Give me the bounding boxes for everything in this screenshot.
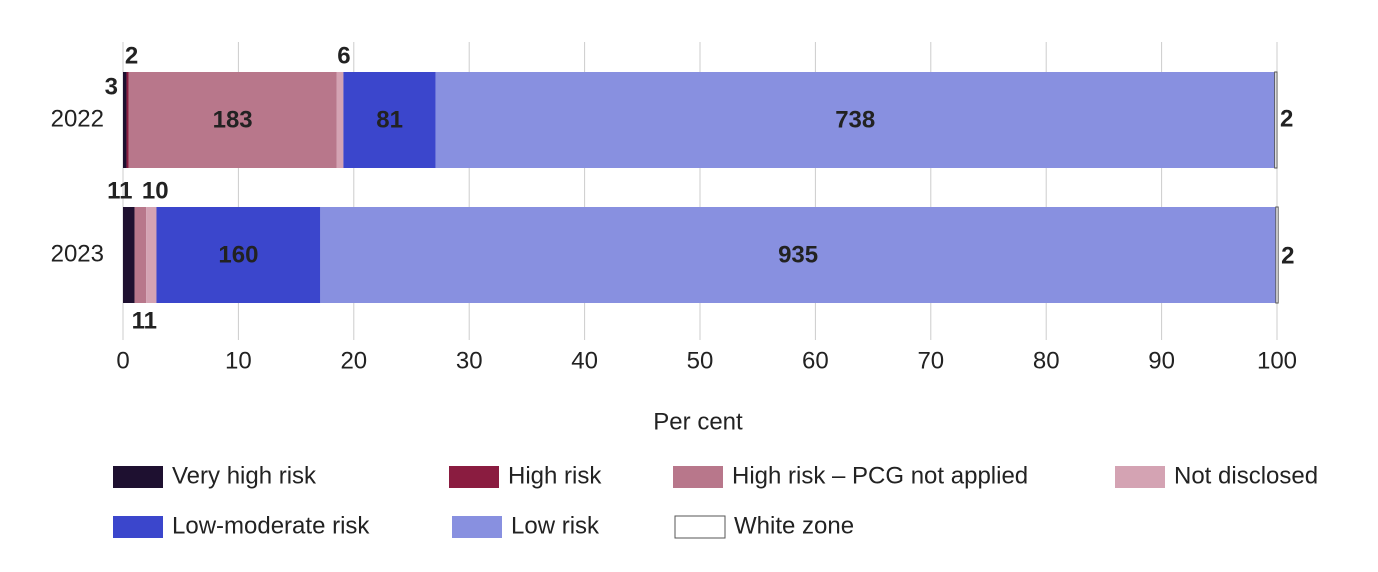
y-tick-label: 2023 bbox=[51, 240, 104, 267]
x-tick-label: 50 bbox=[687, 347, 714, 374]
x-tick-label: 80 bbox=[1033, 347, 1060, 374]
legend-swatch bbox=[113, 466, 163, 488]
legend-label: Not disclosed bbox=[1174, 462, 1318, 489]
bar-segment bbox=[126, 72, 129, 168]
legend-swatch bbox=[449, 466, 499, 488]
legend-swatch bbox=[673, 466, 723, 488]
legend-swatch bbox=[452, 516, 502, 538]
legend-swatch bbox=[113, 516, 163, 538]
data-label: 10 bbox=[142, 177, 169, 204]
bar-segment bbox=[435, 72, 1275, 168]
x-tick-label: 60 bbox=[802, 347, 829, 374]
x-axis-label: Per cent bbox=[653, 408, 743, 435]
x-tick-label: 30 bbox=[456, 347, 483, 374]
data-label: 160 bbox=[218, 241, 258, 268]
data-label: 738 bbox=[835, 106, 875, 133]
data-label: 2 bbox=[1281, 242, 1294, 269]
bar-segment bbox=[146, 207, 157, 303]
data-label: 183 bbox=[213, 106, 253, 133]
legend-swatch bbox=[674, 515, 726, 539]
legend-label: White zone bbox=[734, 512, 854, 539]
legend-label: Very high risk bbox=[172, 462, 317, 489]
bar-segment bbox=[336, 72, 344, 168]
data-label: 81 bbox=[376, 106, 403, 133]
data-label: 6 bbox=[337, 42, 350, 69]
bar-segment bbox=[123, 72, 127, 168]
data-label: 935 bbox=[778, 241, 818, 268]
x-tick-label: 100 bbox=[1257, 347, 1297, 374]
data-label: 11 bbox=[132, 307, 157, 334]
x-tick-label: 0 bbox=[116, 347, 129, 374]
data-label: 2 bbox=[1280, 105, 1293, 132]
legend-label: Low risk bbox=[511, 512, 600, 539]
bar-segment bbox=[123, 207, 135, 303]
x-tick-label: 70 bbox=[917, 347, 944, 374]
bar-segment bbox=[343, 72, 436, 168]
bar-segment bbox=[156, 207, 321, 303]
data-label: 2 bbox=[125, 42, 138, 69]
x-tick-label: 90 bbox=[1148, 347, 1175, 374]
x-tick-label: 40 bbox=[571, 347, 598, 374]
bar-segment bbox=[320, 207, 1276, 303]
x-tick-label: 10 bbox=[225, 347, 252, 374]
bar-segment bbox=[1274, 71, 1278, 169]
legend-swatch bbox=[1115, 466, 1165, 488]
bar-segment bbox=[134, 207, 147, 303]
data-label: 3 bbox=[105, 73, 118, 100]
legend-label: High risk – PCG not applied bbox=[732, 462, 1028, 489]
legend-label: Low-moderate risk bbox=[172, 512, 370, 539]
bar-segment bbox=[128, 72, 337, 168]
y-tick-label: 2022 bbox=[51, 105, 104, 132]
x-tick-label: 20 bbox=[340, 347, 367, 374]
data-label: 11 bbox=[107, 177, 132, 204]
bar-segment bbox=[1275, 206, 1279, 304]
legend-label: High risk bbox=[508, 462, 602, 489]
